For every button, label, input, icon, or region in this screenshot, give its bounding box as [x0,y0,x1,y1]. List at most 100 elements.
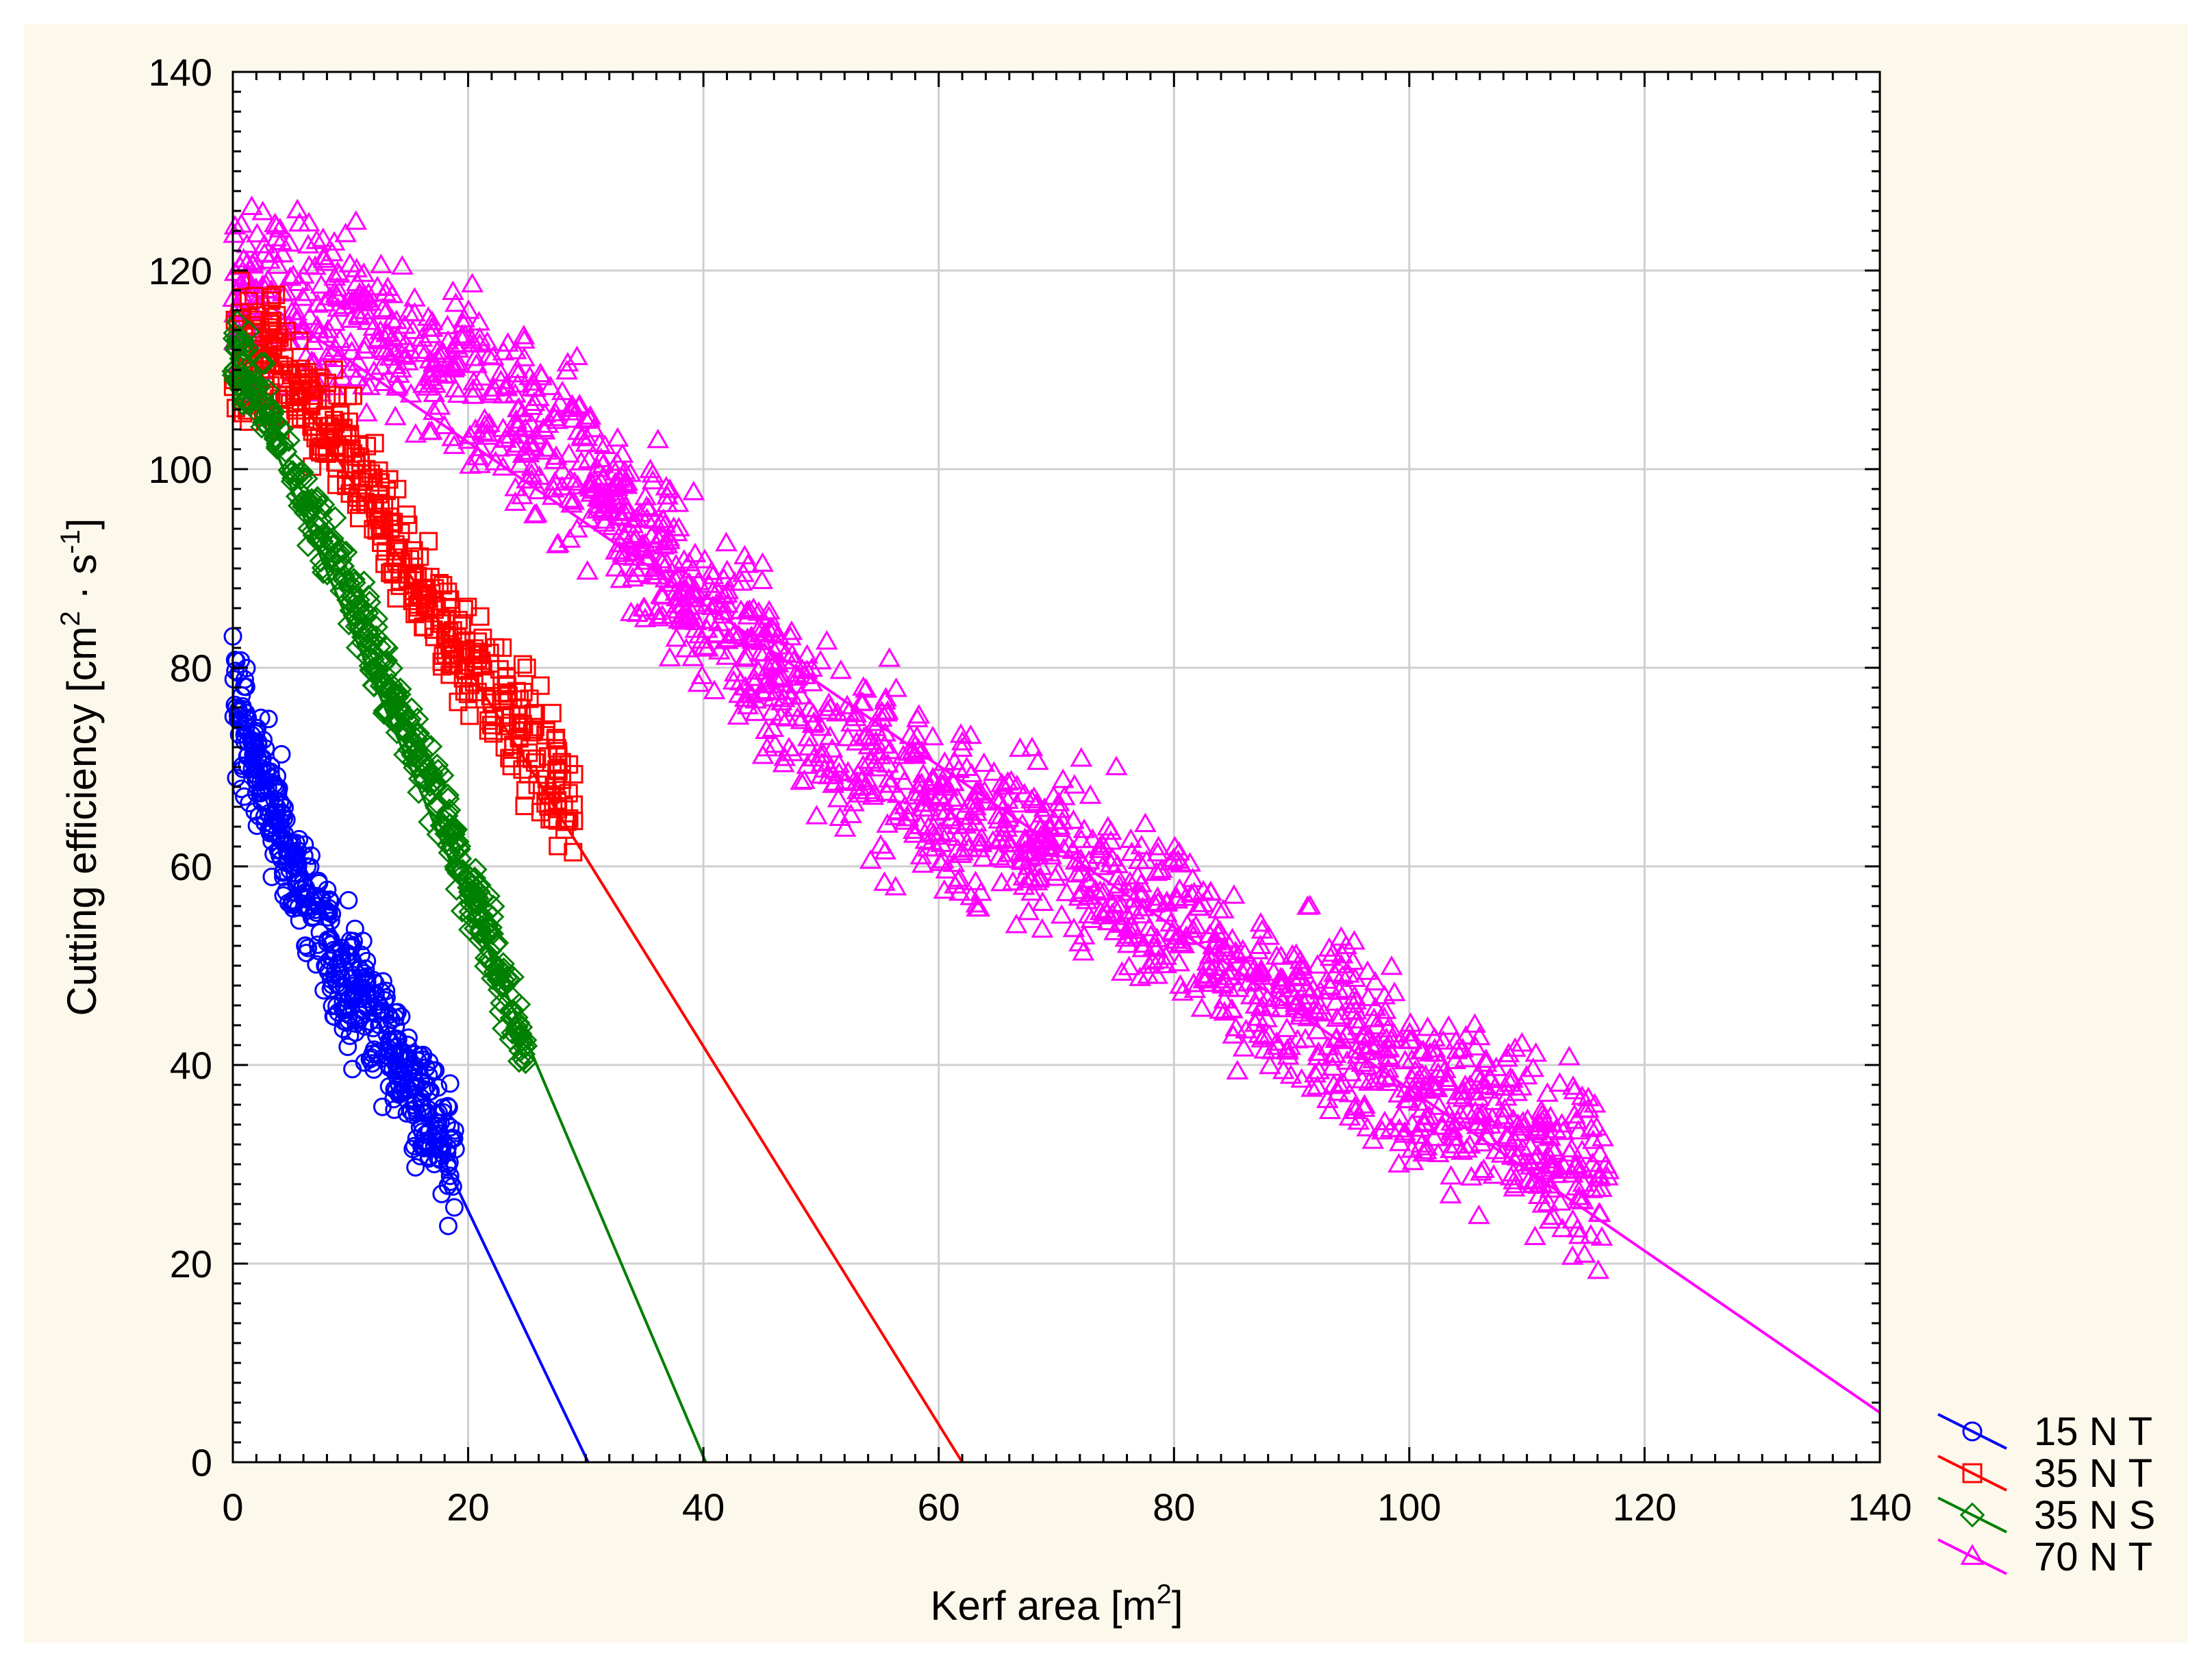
data-point [266,254,289,274]
data-point [827,753,851,773]
data-point [879,739,902,760]
data-point [404,423,427,443]
data-point [1196,955,1220,975]
data-point [608,532,631,553]
data-point [1227,944,1250,964]
data-point [776,707,799,727]
data-point [290,460,314,484]
data-point [1503,1170,1526,1190]
data-point [464,892,488,916]
data-point [1335,1023,1358,1044]
data-point [444,351,467,371]
data-point [1169,974,1192,994]
data-point [478,412,501,432]
data-point [1020,881,1043,901]
data-point [323,311,346,331]
data-point [874,840,897,860]
data-point [501,1021,525,1045]
data-point [1344,967,1367,987]
data-point [1350,1068,1374,1089]
data-point [1129,966,1151,986]
data-point [466,445,490,466]
data-point [1503,1128,1526,1149]
data-point [270,416,294,441]
data-point [988,809,1011,829]
data-point [855,678,877,698]
data-point [1099,820,1122,840]
data-point [441,1172,460,1191]
data-point [1307,1001,1330,1020]
data-point [1503,1037,1526,1057]
data-point [289,898,308,917]
data-point [1145,861,1168,881]
data-point [411,749,436,773]
data-point [675,638,698,657]
data-point [1370,1120,1394,1140]
data-point [1146,842,1169,862]
data-point [1171,981,1194,1001]
data-point [736,553,759,573]
data-point [266,286,286,305]
data-point [1013,783,1036,803]
data-point [785,662,807,683]
data-point [1529,1112,1552,1133]
data-point [1539,1155,1562,1175]
data-point [471,421,494,441]
data-point [327,458,347,477]
data-point [455,642,475,662]
data-point [547,739,566,758]
data-point [1470,1131,1493,1152]
data-point [568,393,591,414]
data-point [290,911,309,930]
data-point [1253,1025,1276,1045]
data-point [829,659,853,679]
data-point [297,943,316,962]
data-point [323,505,347,530]
data-point [633,607,657,627]
data-point [879,773,902,793]
data-point [331,366,354,386]
data-point [433,1144,452,1164]
data-point [1290,1068,1314,1088]
data-point [305,229,328,249]
data-point [321,979,340,999]
data-point [1347,1015,1370,1036]
data-point [331,977,351,996]
data-point [1496,1047,1518,1067]
data-point [302,381,321,400]
data-point [275,281,298,301]
data-point [757,599,781,620]
data-point [242,760,262,779]
data-point [1530,1173,1553,1192]
data-point [955,831,979,851]
legend-item: 35 N T [1937,1451,2152,1496]
data-point [798,736,821,756]
series-points-15-n-t [223,627,465,1236]
data-point [1383,1023,1406,1043]
data-point [1388,1131,1411,1151]
data-point [1401,1151,1424,1170]
data-point [458,424,481,444]
data-point [1138,954,1161,974]
data-point [510,1028,534,1052]
data-point [705,623,729,644]
data-point [559,468,581,488]
data-point [555,820,575,839]
data-point [633,539,657,559]
data-point [551,460,574,479]
data-point [331,405,350,425]
data-point [506,362,529,383]
data-point [755,679,778,699]
data-point [768,668,791,688]
data-point [388,479,407,499]
data-point [607,540,631,560]
data-point [912,797,935,817]
data-point [1114,927,1138,947]
data-point [492,417,515,438]
data-point [262,288,281,307]
data-point [1213,1001,1236,1021]
data-point [544,401,567,422]
data-point [1400,1068,1424,1088]
data-point [884,875,907,896]
data-point [341,584,365,607]
